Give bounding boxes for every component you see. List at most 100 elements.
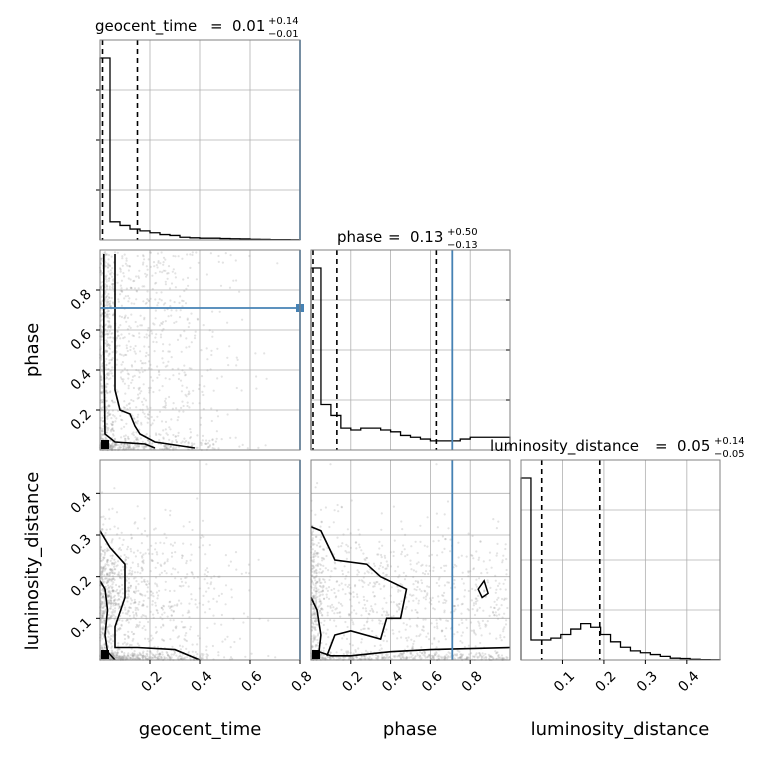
sample-point [336,503,339,507]
sample-point [105,284,108,287]
sample-point [106,316,109,319]
sample-point [486,579,489,582]
sample-point [125,353,128,357]
sample-point [141,285,144,288]
sample-point [133,440,136,443]
sample-point [156,252,160,255]
sample-point [180,602,183,605]
sample-point [410,638,413,641]
sample-point [366,599,369,603]
sample-point [166,560,169,563]
sample-point [149,656,152,659]
sample-point [204,611,207,614]
sample-point [140,324,143,327]
sample-point [312,613,315,616]
sample-point [351,644,354,647]
sample-point [170,573,173,576]
sample-point [109,326,112,329]
sample-point [416,585,419,589]
sample-point [154,282,157,285]
sample-point [497,520,500,523]
sample-point [390,586,393,589]
sample-point [396,565,400,568]
sample-point [504,543,507,546]
sample-point [324,656,327,659]
sample-point [143,316,146,319]
sample-point [114,420,117,423]
sample-point [139,314,142,317]
sample-point [381,544,384,547]
sample-point [125,347,128,350]
sample-point [496,598,499,601]
sample-point [445,564,448,567]
sample-point [134,446,137,449]
sample-point [191,251,194,254]
sample-point [200,442,203,445]
sample-point [469,621,473,624]
sample-point [379,587,382,591]
sample-point [146,439,149,442]
sample-point [131,447,134,450]
sample-point [208,444,212,447]
sample-point [474,600,477,603]
sample-point [126,369,129,372]
sample-point [100,548,103,551]
sample-point [196,434,199,437]
sample-point [133,302,136,305]
sample-point [134,606,137,610]
sample-point [106,266,110,269]
sample-point [360,579,363,582]
sample-point [134,420,137,424]
sample-point [163,400,167,403]
sample-point [381,566,384,569]
sample-point [110,634,113,638]
sample-point [166,272,169,275]
sample-point [312,555,315,559]
sample-point [199,423,202,426]
sample-point [125,257,128,260]
sample-point [405,637,408,640]
sample-point [224,252,227,255]
sample-point [106,340,109,344]
sample-point [168,656,171,659]
sample-point [109,445,112,448]
sample-point [129,602,132,605]
sample-point [496,542,499,546]
sample-point [320,571,323,574]
sample-point [149,297,152,300]
sample-point [457,556,460,559]
sample-point [105,285,108,288]
sample-point [495,588,498,591]
sample-point [179,335,182,338]
sample-point [425,635,428,638]
sample-point [468,653,471,656]
sample-point [106,333,109,336]
sample-point [203,578,206,581]
sample-point [171,544,175,547]
sample-point [140,366,143,370]
sample-point [136,657,139,660]
sample-point [145,617,148,620]
sample-point [103,580,106,583]
sample-point [162,327,165,331]
sample-point [145,333,148,336]
sample-point [435,581,438,585]
sample-point [121,290,124,293]
sample-point [489,654,492,657]
sample-point [191,643,194,646]
sample-point [100,331,103,334]
sample-point [432,656,435,659]
sample-point [217,447,220,450]
sample-point [481,652,484,655]
sample-point [424,618,427,621]
sample-point [116,330,119,333]
sample-point [151,274,154,277]
sample-point [115,511,119,514]
sample-point [109,607,112,610]
sample-point [112,633,115,636]
sample-point [218,575,221,578]
sample-point [381,655,384,659]
sample-point [172,609,175,613]
sample-point [119,284,122,287]
sample-point [474,602,478,605]
